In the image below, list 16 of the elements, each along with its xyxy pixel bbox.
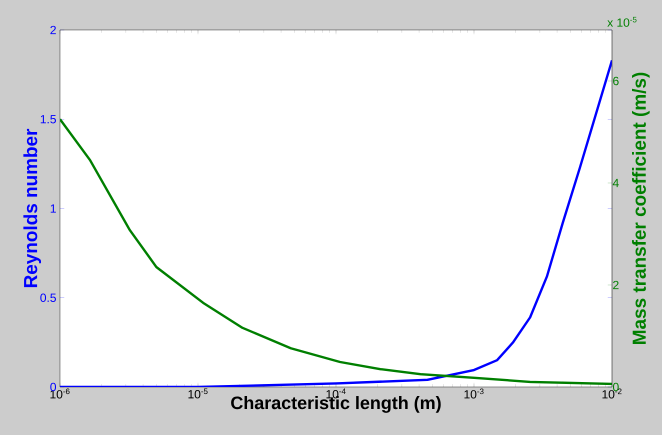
x-tick-label: 10$^{-6}$ bbox=[50, 388, 70, 399]
y2-tick-label: 6 bbox=[613, 76, 619, 86]
x-tick-label: 10$^{-3}$ bbox=[464, 388, 484, 399]
x-tick-label: 10$^{-5}$ bbox=[188, 388, 208, 398]
y-tick-label: 0 bbox=[50, 382, 56, 392]
y-tick-label: 1 bbox=[50, 204, 56, 213]
y-tick-label: 1.5 bbox=[40, 115, 56, 124]
y2-tick-label: 2 bbox=[613, 280, 619, 290]
y-axis-title: Reynolds number bbox=[23, 128, 42, 288]
y-tick-label: 0.5 bbox=[40, 294, 56, 302]
y2-tick-label: 4 bbox=[612, 178, 619, 188]
text: x 10$^{-5}$ bbox=[607, 16, 637, 27]
x-axis-title: Characteristic length (m) bbox=[231, 396, 441, 413]
y-tick-label: 2 bbox=[50, 26, 56, 34]
y2-axis-title: Mass transfer coefficient (m/s) bbox=[632, 72, 650, 344]
x-tick-label: 10$^{-4}$ bbox=[326, 388, 346, 398]
